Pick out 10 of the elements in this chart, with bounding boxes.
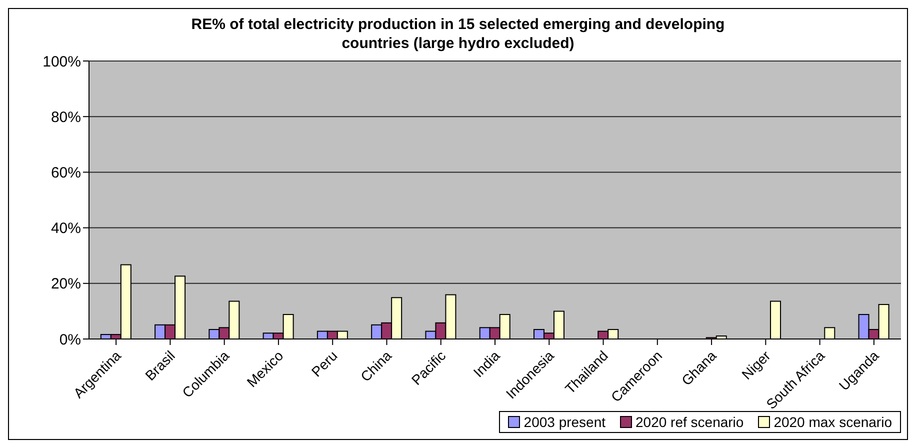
legend-label: 2020 max scenario: [772, 414, 892, 430]
legend-label: 2020 ref scenario: [634, 414, 744, 430]
y-tick-label: 100%: [42, 53, 81, 70]
chart-title: RE% of total electricity production in 15 selected emerging and developing countries (large hydro excluded): [190, 15, 726, 53]
legend-label: 2003 present: [522, 414, 606, 430]
y-tick-label: 60%: [50, 164, 81, 182]
y-tick-label: 80%: [50, 108, 81, 126]
y-tick-label: 40%: [50, 220, 81, 238]
y-tick-label: 0%: [59, 331, 81, 348]
y-tick-label: 20%: [50, 276, 81, 293]
